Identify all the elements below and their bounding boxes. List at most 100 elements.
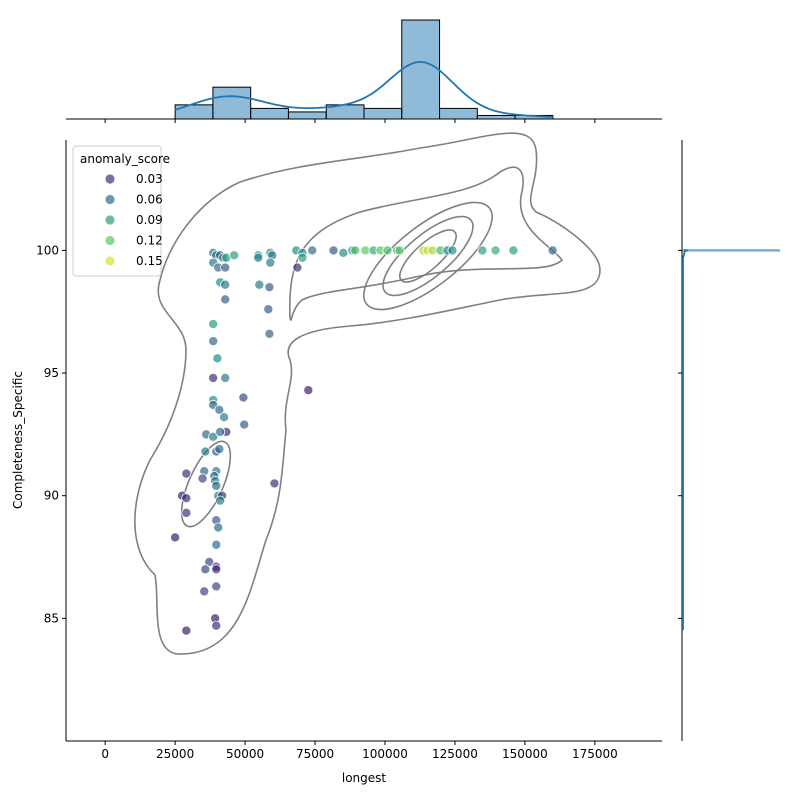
- scatter-point: [211, 581, 222, 592]
- scatter-point: [211, 564, 222, 575]
- legend: anomaly_score 0.03 0.06 0.09 0.12 0.15: [72, 145, 170, 277]
- legend-marker: [105, 194, 115, 205]
- x-tick-label: 25000: [156, 747, 194, 761]
- scatter-point: [211, 480, 222, 491]
- scatter-point: [263, 304, 274, 315]
- histogram-bar: [287, 111, 327, 120]
- scatter-point: [200, 446, 211, 457]
- scatter-point: [238, 392, 249, 403]
- x-tick-label: 150000: [502, 747, 548, 761]
- x-tick-label: 175000: [572, 747, 618, 761]
- scatter-point: [447, 245, 458, 256]
- scatter-point: [215, 495, 226, 506]
- legend-label: 0.12: [136, 234, 163, 248]
- scatter-point: [214, 444, 225, 455]
- scatter-point: [253, 252, 264, 263]
- scatter-point: [508, 245, 519, 256]
- kde-contour-4: [382, 215, 474, 297]
- scatter-point: [211, 539, 222, 550]
- legend-marker: [105, 256, 115, 266]
- scatter-point: [292, 262, 303, 273]
- scatter-point: [220, 294, 231, 305]
- kde-contour-outer: [134, 132, 601, 655]
- scatter-point: [254, 279, 265, 290]
- x-tick-label: 125000: [432, 747, 478, 761]
- scatter-point: [215, 426, 226, 437]
- scatter-point: [264, 282, 275, 293]
- histogram-bar: [363, 107, 403, 120]
- legend-box: [72, 145, 162, 277]
- scatter-point: [181, 507, 192, 518]
- scatter-point: [208, 336, 219, 347]
- histogram-bar: [439, 107, 478, 120]
- kde-contour-3: [363, 201, 493, 311]
- legend-label: 0.09: [136, 213, 163, 227]
- scatter-point: [219, 412, 230, 423]
- y-tick-label: 95: [44, 366, 59, 380]
- scatter-point: [338, 247, 349, 258]
- scatter-point: [181, 468, 192, 479]
- scatter-point: [199, 586, 210, 597]
- y-tick-label: 100: [36, 243, 59, 257]
- scatter-points: [170, 245, 558, 636]
- scatter-point: [220, 262, 231, 273]
- scatter-point: [229, 250, 240, 261]
- legend-title: anomaly_score: [80, 152, 170, 166]
- histogram-kde-line: [174, 61, 553, 118]
- marginal-y-kde-line: [682, 249, 688, 630]
- histogram-bar: [212, 86, 252, 120]
- scatter-point: [307, 245, 318, 256]
- x-tick-label: 100000: [362, 747, 408, 761]
- histogram-bar: [401, 19, 441, 120]
- y-tick-label: 85: [44, 611, 59, 625]
- legend-marker: [105, 235, 115, 246]
- legend-label: 0.06: [136, 193, 163, 207]
- kde-contours: [134, 132, 601, 655]
- marginal-y-distribution: [681, 140, 780, 741]
- scatter-point: [213, 522, 224, 533]
- scatter-point: [170, 532, 181, 543]
- legend-label: 0.15: [136, 254, 163, 268]
- scatter-point: [200, 564, 211, 575]
- scatter-point: [297, 252, 308, 263]
- scatter-point: [220, 372, 231, 383]
- scatter-point: [214, 404, 225, 415]
- scatter-point: [211, 620, 222, 631]
- axes: 0 25000 50000 75000 100000 125000 150000 175000…: [36, 119, 682, 761]
- x-axis-label: longest: [342, 771, 387, 785]
- y-tick-label: 90: [44, 489, 59, 503]
- kde-contour-5: [399, 229, 457, 283]
- scatter-point: [547, 245, 558, 256]
- histogram-bar: [174, 104, 214, 120]
- scatter-point: [220, 279, 231, 290]
- legend-label: 0.03: [136, 172, 163, 186]
- scatter-point: [477, 245, 488, 256]
- x-tick-label: 50000: [226, 747, 264, 761]
- scatter-point: [208, 372, 219, 383]
- histogram-bar: [476, 114, 516, 120]
- scatter-point: [269, 478, 280, 489]
- scatter-point: [328, 245, 339, 256]
- kde-contour-2: [289, 166, 564, 321]
- histogram-bar: [250, 107, 289, 120]
- scatter-point: [208, 318, 219, 329]
- scatter-point: [394, 245, 405, 256]
- scatter-point: [382, 245, 393, 256]
- scatter-point: [265, 257, 276, 268]
- scatter-point: [239, 419, 250, 430]
- x-tick-label: 75000: [296, 747, 334, 761]
- scatter-point: [197, 473, 208, 484]
- scatter-point: [212, 353, 223, 364]
- y-axis-label: Completeness_Specific: [11, 371, 25, 509]
- scatter-point: [490, 245, 501, 256]
- scatter-point: [181, 625, 192, 636]
- scatter-point: [303, 385, 314, 396]
- scatter-point: [208, 431, 219, 442]
- scatter-point: [181, 493, 192, 504]
- legend-marker: [105, 174, 115, 184]
- scatter-point: [264, 328, 275, 339]
- legend-marker: [105, 215, 115, 225]
- x-tick-label: 0: [101, 747, 109, 761]
